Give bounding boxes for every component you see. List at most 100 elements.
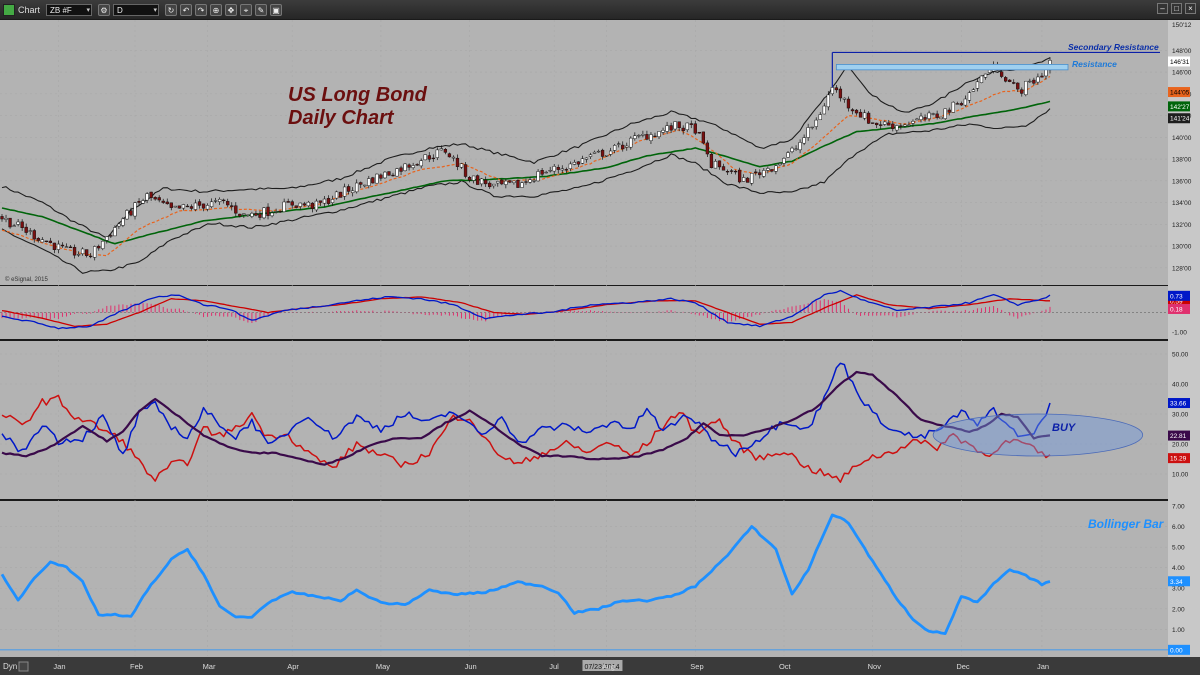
price-tag-label: 0.00: [1170, 647, 1183, 654]
dyn-tab[interactable]: Dyn: [3, 661, 29, 672]
candle-body: [383, 171, 387, 179]
candle-body: [387, 171, 391, 176]
candle-body: [431, 157, 435, 160]
y-tick-label: 138'00: [1172, 157, 1192, 164]
y-tick-label: 3.00: [1172, 586, 1185, 593]
candle-body: [512, 180, 516, 183]
candle-body: [1032, 79, 1036, 84]
undo-icon[interactable]: ↶: [180, 3, 193, 16]
candle-body: [665, 125, 669, 132]
candle-body: [153, 197, 157, 200]
candle-body: [157, 197, 161, 201]
candle-body: [0, 216, 4, 220]
drawing-icon[interactable]: ✎: [255, 3, 268, 16]
y-tick-label: 134'00: [1172, 200, 1192, 207]
zoom-icon[interactable]: ⊕: [210, 3, 223, 16]
y-tick-label: 1.00: [1172, 627, 1185, 634]
candle-body: [629, 137, 633, 148]
candle-body: [137, 201, 141, 203]
candle-body: [592, 151, 597, 154]
chevron-down-icon: ▾: [153, 6, 158, 14]
y-tick-label: 146'00: [1172, 70, 1192, 77]
price-tag-label: 142'27: [1170, 104, 1190, 111]
price-tag-box: [1168, 56, 1190, 67]
y-tick-label: 30.00: [1172, 412, 1189, 419]
candle-body: [907, 124, 911, 126]
price-scale: [1168, 20, 1200, 657]
candle-body: [637, 134, 641, 137]
y-tick-label: 6.00: [1172, 524, 1185, 531]
candle-body: [181, 204, 186, 209]
symbol-combo[interactable]: ZB #F ▾: [46, 3, 93, 16]
candle-body: [56, 243, 61, 250]
tag-icon[interactable]: ⌖: [240, 3, 253, 16]
candle-body: [822, 105, 826, 115]
candle-body: [318, 200, 323, 203]
candle-body: [604, 155, 609, 157]
candle-body: [560, 168, 564, 171]
candle-body: [673, 121, 677, 130]
restore-icon[interactable]: □: [1171, 3, 1182, 14]
candle-body: [681, 127, 685, 132]
candle-body: [568, 163, 572, 169]
candle-body: [125, 210, 129, 220]
candle-body: [786, 152, 790, 158]
candle-body: [959, 103, 963, 106]
candle-body: [173, 205, 177, 208]
candle-body: [931, 113, 935, 115]
candle-body: [367, 178, 371, 186]
candle-body: [600, 149, 605, 157]
candle-body: [830, 87, 834, 95]
y-tick-label: 2.00: [1172, 606, 1185, 613]
chart-title-line2: Daily Chart: [288, 107, 395, 129]
candle-body: [205, 205, 210, 210]
link-icon[interactable]: ⚙: [98, 3, 111, 16]
candle-body: [4, 217, 8, 220]
redo-icon[interactable]: ↷: [195, 3, 208, 16]
candle-body: [290, 201, 294, 206]
price-tag-box: [1168, 430, 1190, 441]
price-tag-box: [1168, 295, 1190, 306]
candle-body: [1040, 75, 1044, 78]
interval-combo[interactable]: D ▾: [113, 3, 160, 16]
x-tick-label: Jan: [1037, 662, 1049, 671]
candle-body: [915, 118, 919, 121]
price-tag-box: [1168, 303, 1190, 314]
price-panel[interactable]: [0, 20, 1168, 285]
candle-body: [641, 134, 645, 136]
refresh-icon[interactable]: ↻: [165, 3, 178, 16]
chart-app-icon: [3, 3, 15, 16]
y-tick-label: 5.00: [1172, 545, 1185, 552]
candle-body: [246, 214, 250, 216]
close-icon[interactable]: ×: [1185, 3, 1196, 14]
cursor-icon[interactable]: ✥: [225, 3, 238, 16]
x-tick-label: Feb: [130, 662, 143, 671]
resistance-label: Resistance: [1072, 59, 1117, 69]
candle-body: [1004, 77, 1008, 82]
settings-icon[interactable]: ▣: [270, 3, 283, 16]
candle-body: [395, 168, 399, 177]
price-tag-box: [1168, 87, 1190, 98]
candle-body: [717, 160, 722, 168]
price-tag-box: [1168, 290, 1190, 301]
candle-body: [713, 161, 718, 169]
candle-body: [625, 145, 629, 148]
candle-body: [278, 211, 282, 213]
bbw-panel[interactable]: [0, 501, 1168, 657]
candle-body: [391, 174, 395, 177]
minimize-icon[interactable]: –: [1157, 3, 1168, 14]
candle-body: [306, 201, 310, 207]
dyn-button[interactable]: [18, 661, 29, 672]
candle-body: [294, 205, 298, 208]
toolbar: Chart ZB #F ▾ ⚙ D ▾ ↻ ↶ ↷ ⊕ ✥ ⌖ ✎ ▣ – □ ×: [0, 0, 1200, 20]
x-tick-label: May: [376, 662, 390, 671]
candle-body: [177, 205, 182, 209]
candle-body: [608, 150, 613, 155]
candle-body: [201, 203, 206, 209]
candle-body: [737, 169, 742, 183]
candle-body: [556, 167, 560, 170]
candle-body: [500, 179, 504, 185]
candle-body: [778, 163, 782, 166]
y-tick-label: 132'00: [1172, 222, 1192, 229]
candle-body: [165, 201, 169, 205]
